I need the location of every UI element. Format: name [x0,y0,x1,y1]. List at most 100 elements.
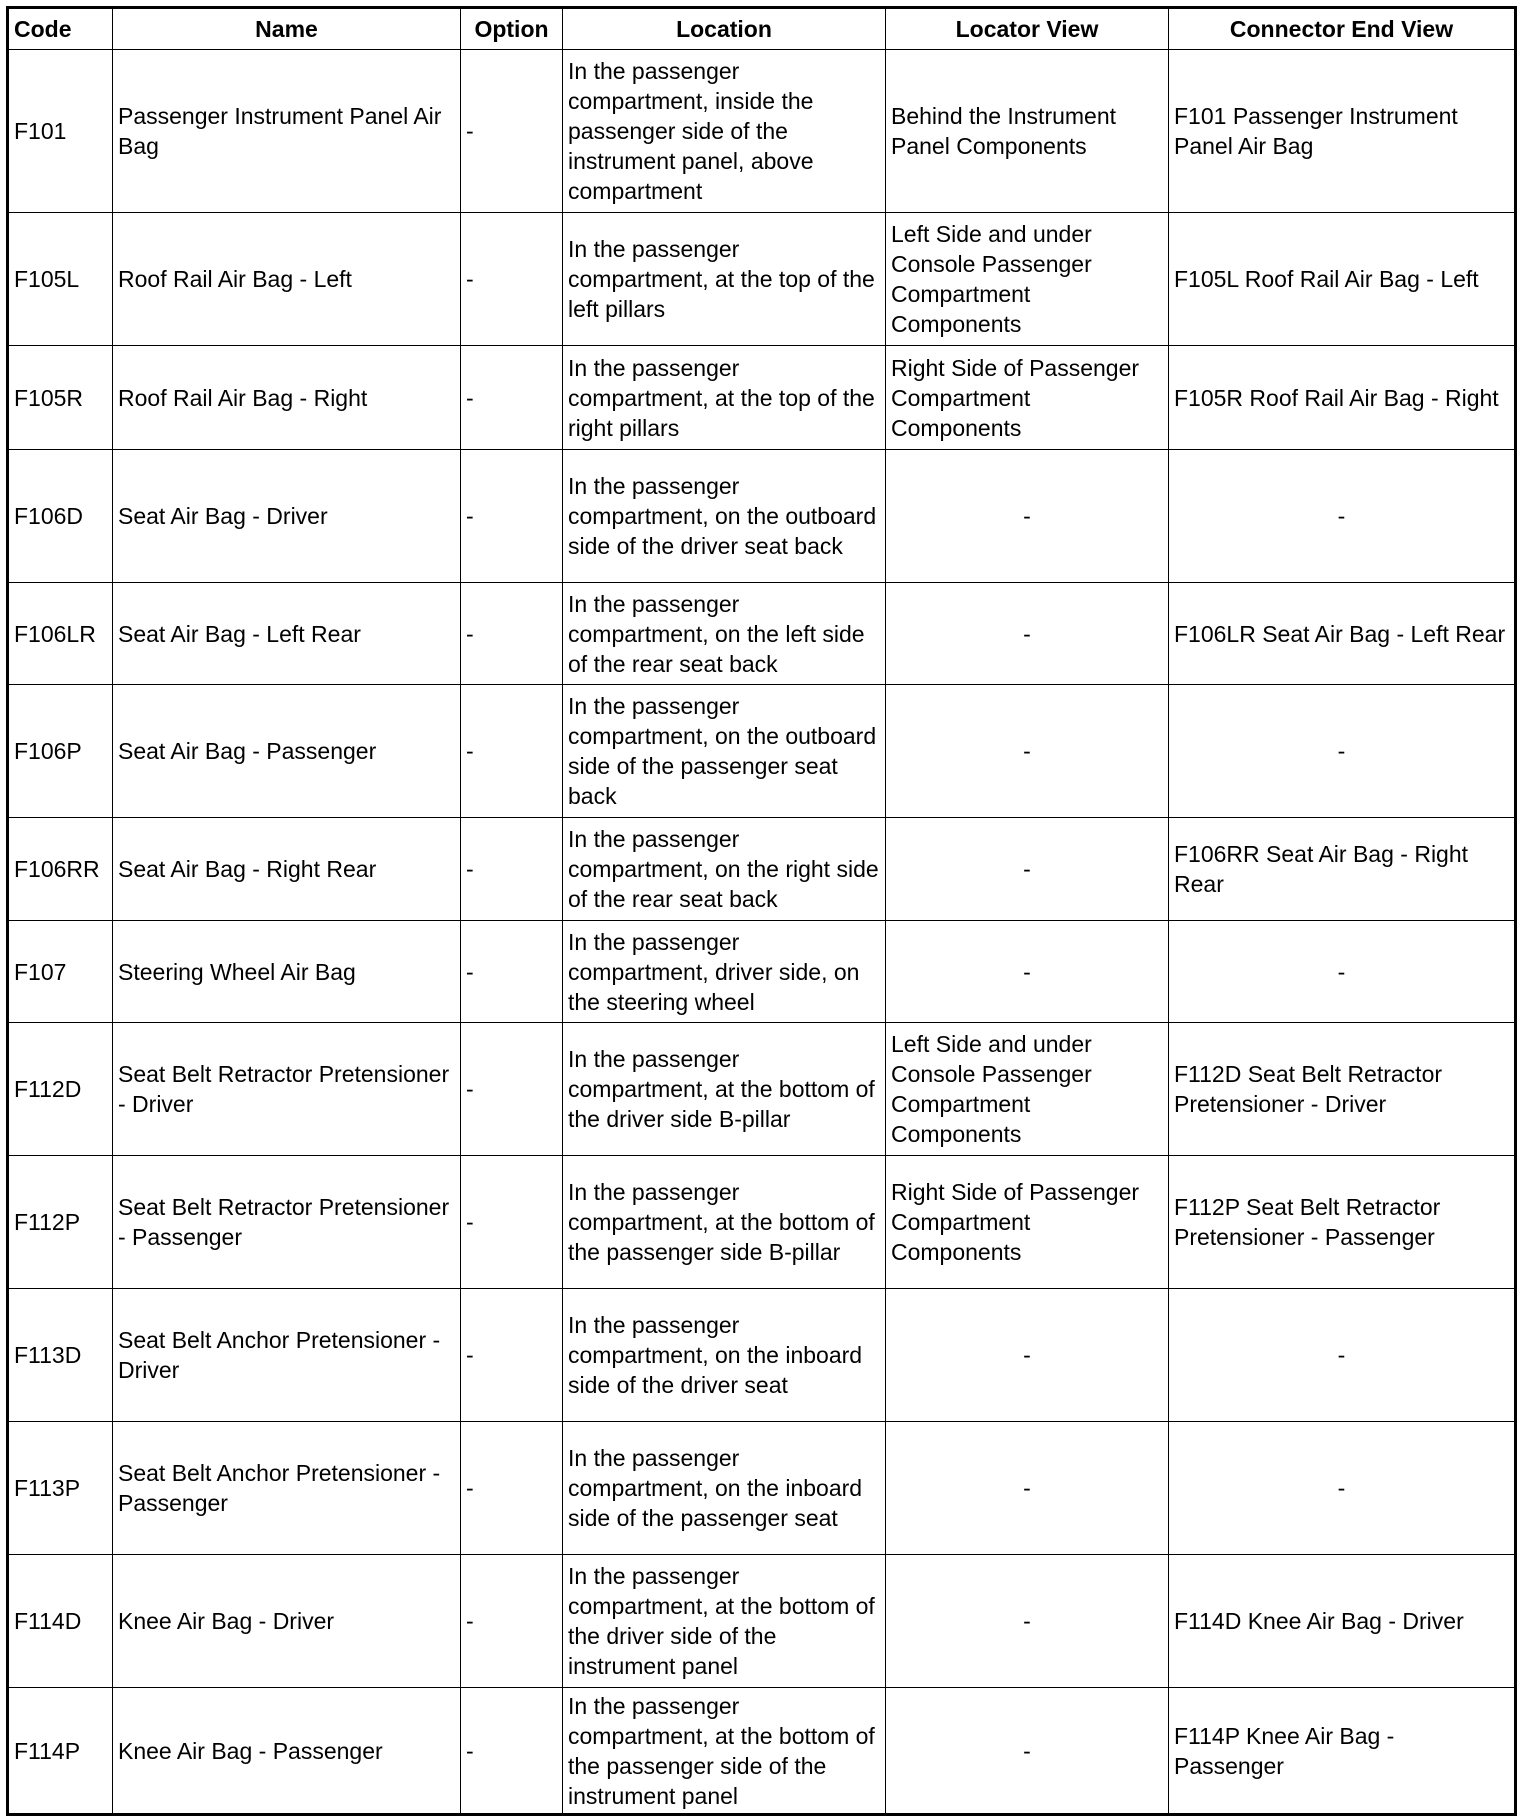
code-cell: F112P [7,1155,113,1289]
option-cell: - [460,817,563,921]
code-cell: F105L [7,212,113,346]
option-cell: - [460,684,563,818]
option-cell: - [460,1554,563,1688]
table-row: F113P Seat Belt Anchor Pretensioner - Pas… [7,1421,1516,1555]
location-cell: In the passenger compartment, on the inb… [562,1288,886,1422]
name-cell: Roof Rail Air Bag - Left [112,212,461,346]
header-name: Name [112,7,461,50]
code-cell: F114D [7,1554,113,1688]
locator-view-cell: - [885,1288,1169,1422]
option-cell: - [460,920,563,1023]
location-cell: In the passenger compartment, at the top… [562,345,886,450]
name-cell: Seat Air Bag - Driver [112,449,461,583]
connector-end-view-cell: - [1168,1421,1516,1555]
connector-end-view-cell: F114D Knee Air Bag - Driver [1168,1554,1516,1688]
locator-view-cell: - [885,582,1169,685]
table-row: F106LR Seat Air Bag - Left Rear - In the pa… [7,582,1516,685]
location-cell: In the passenger compartment, on the lef… [562,582,886,685]
header-connector-end-view: Connector End View [1168,7,1516,50]
name-cell: Seat Air Bag - Passenger [112,684,461,818]
locator-view-cell: - [885,449,1169,583]
option-cell: - [460,582,563,685]
header-locator-view: Locator View [885,7,1169,50]
connector-end-view-cell: F114P Knee Air Bag - Passenger [1168,1687,1516,1815]
table-row: F112D Seat Belt Retractor Pretensioner - … [7,1022,1516,1156]
table-row: F106D Seat Air Bag - Driver - In the passen… [7,449,1516,583]
component-table: Code Name Option Location Locator View C… [6,6,1517,1816]
option-cell: - [460,212,563,346]
location-cell: In the passenger compartment, at the bot… [562,1155,886,1289]
code-cell: F112D [7,1022,113,1156]
table-row: F114P Knee Air Bag - Passenger - In the pas… [7,1687,1516,1815]
name-cell: Knee Air Bag - Driver [112,1554,461,1688]
locator-view-cell: Behind the Instrument Panel Components [885,49,1169,213]
table-row: F101 Passenger Instrument Panel Air Bag - I… [7,49,1516,213]
code-cell: F106LR [7,582,113,685]
code-cell: F107 [7,920,113,1023]
location-cell: In the passenger compartment, on the out… [562,684,886,818]
location-cell: In the passenger compartment, on the rig… [562,817,886,921]
name-cell: Passenger Instrument Panel Air Bag [112,49,461,213]
locator-view-cell: - [885,920,1169,1023]
option-cell: - [460,449,563,583]
connector-end-view-cell: F112P Seat Belt Retractor Pretensioner -… [1168,1155,1516,1289]
connector-end-view-cell: F101 Passenger Instrument Panel Air Bag [1168,49,1516,213]
table-row: F105R Roof Rail Air Bag - Right - In the pa… [7,345,1516,450]
code-cell: F106RR [7,817,113,921]
code-cell: F101 [7,49,113,213]
code-cell: F106D [7,449,113,583]
location-cell: In the passenger compartment, at the top… [562,212,886,346]
name-cell: Seat Air Bag - Right Rear [112,817,461,921]
locator-view-cell: Right Side of Passenger Compartment Comp… [885,345,1169,450]
code-cell: F113D [7,1288,113,1422]
location-cell: In the passenger compartment, inside the… [562,49,886,213]
code-cell: F105R [7,345,113,450]
table-row: F106RR Seat Air Bag - Right Rear - In the p… [7,817,1516,921]
locator-view-cell: Left Side and under Console Passenger Co… [885,212,1169,346]
code-cell: F114P [7,1687,113,1815]
table-row: F112P Seat Belt Retractor Pretensioner - … [7,1155,1516,1289]
location-cell: In the passenger compartment, on the inb… [562,1421,886,1555]
location-cell: In the passenger compartment, on the out… [562,449,886,583]
table-row: F105L Roof Rail Air Bag - Left - In the pas… [7,212,1516,346]
option-cell: - [460,1022,563,1156]
header-location: Location [562,7,886,50]
name-cell: Knee Air Bag - Passenger [112,1687,461,1815]
table-row: F113D Seat Belt Anchor Pretensioner - Dri… [7,1288,1516,1422]
connector-end-view-cell: - [1168,449,1516,583]
locator-view-cell: - [885,1421,1169,1555]
locator-view-cell: - [885,817,1169,921]
header-option: Option [460,7,563,50]
option-cell: - [460,1687,563,1815]
connector-end-view-cell: F106RR Seat Air Bag - Right Rear [1168,817,1516,921]
option-cell: - [460,345,563,450]
name-cell: Seat Belt Anchor Pretensioner - Passenge… [112,1421,461,1555]
locator-view-cell: - [885,684,1169,818]
connector-end-view-cell: F106LR Seat Air Bag - Left Rear [1168,582,1516,685]
name-cell: Seat Air Bag - Left Rear [112,582,461,685]
option-cell: - [460,1421,563,1555]
name-cell: Steering Wheel Air Bag [112,920,461,1023]
name-cell: Seat Belt Anchor Pretensioner - Driver [112,1288,461,1422]
connector-end-view-cell: - [1168,1288,1516,1422]
option-cell: - [460,49,563,213]
table-row: F114D Knee Air Bag - Driver - In the passen… [7,1554,1516,1688]
table-row: F106P Seat Air Bag - Passenger - In the pas… [7,684,1516,818]
header-code: Code [7,7,113,50]
connector-end-view-cell: - [1168,920,1516,1023]
code-cell: F113P [7,1421,113,1555]
location-cell: In the passenger compartment, driver sid… [562,920,886,1023]
name-cell: Roof Rail Air Bag - Right [112,345,461,450]
locator-view-cell: Left Side and under Console Passenger Co… [885,1022,1169,1156]
connector-end-view-cell: F105L Roof Rail Air Bag - Left [1168,212,1516,346]
code-cell: F106P [7,684,113,818]
location-cell: In the passenger compartment, at the bot… [562,1022,886,1156]
connector-end-view-cell: F105R Roof Rail Air Bag - Right [1168,345,1516,450]
connector-end-view-cell: - [1168,684,1516,818]
option-cell: - [460,1288,563,1422]
option-cell: - [460,1155,563,1289]
header-row: Code Name Option Location Locator View C… [7,7,1516,50]
locator-view-cell: - [885,1687,1169,1815]
location-cell: In the passenger compartment, at the bot… [562,1554,886,1688]
locator-view-cell: Right Side of Passenger Compartment Comp… [885,1155,1169,1289]
